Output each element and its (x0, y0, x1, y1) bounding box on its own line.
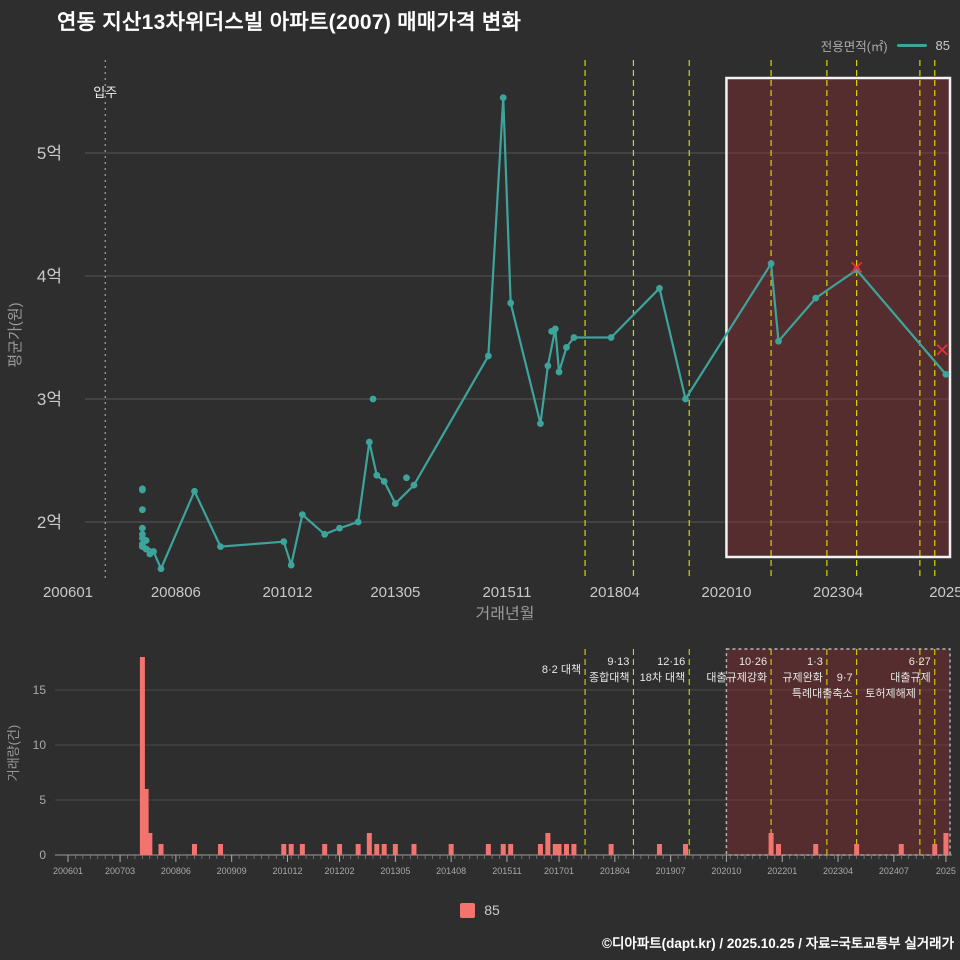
svg-text:1·3: 1·3 (807, 656, 823, 668)
svg-text:5억: 5억 (37, 144, 62, 163)
svg-text:202010: 202010 (701, 584, 751, 601)
volume-highlight-region (725, 648, 951, 856)
svg-text:201511: 201511 (482, 584, 531, 601)
page-title: 연동 지산13차위더스빌 아파트(2007) 매매가격 변화 (57, 11, 522, 34)
svg-text:2025: 2025 (936, 866, 956, 876)
svg-text:9·13: 9·13 (607, 656, 629, 668)
svg-text:대출규제강화: 대출규제강화 (706, 671, 767, 684)
legend-swatch-85 (460, 902, 476, 918)
svg-text:201701: 201701 (544, 866, 574, 876)
policy-lines (584, 60, 936, 580)
svg-text:202201: 202201 (767, 866, 797, 876)
svg-text:201408: 201408 (436, 866, 466, 876)
legend-bottom-label: 85 (484, 902, 500, 918)
svg-text:15: 15 (33, 683, 47, 697)
svg-text:200601: 200601 (53, 866, 83, 876)
volume-bars (139, 657, 949, 855)
svg-text:6·27: 6·27 (909, 656, 931, 668)
svg-text:종합대책: 종합대책 (589, 671, 629, 684)
svg-text:9·7: 9·7 (837, 672, 853, 684)
svg-text:3억: 3억 (37, 390, 62, 409)
highlight-region (725, 76, 952, 559)
svg-text:거래량(건): 거래량(건) (6, 725, 21, 782)
svg-text:202010: 202010 (711, 866, 741, 876)
svg-text:200909: 200909 (217, 866, 247, 876)
price-scatter-points (139, 94, 950, 573)
svg-text:200703: 200703 (105, 866, 135, 876)
svg-text:10: 10 (33, 738, 47, 752)
legend-top-label: 전용면적(㎡) (820, 40, 888, 54)
volume-y-axis-label: 거래량(건) (6, 725, 21, 782)
svg-text:입주: 입주 (93, 85, 117, 100)
svg-text:201804: 201804 (600, 866, 630, 876)
price-grid: 2억 3억 4억 5억 (37, 144, 950, 532)
svg-text:대출규제: 대출규제 (890, 671, 930, 684)
svg-text:201511: 201511 (492, 866, 521, 876)
volume-x-axis: 200601 200703 200806 200909 201012 201202 2013… (53, 854, 956, 876)
svg-text:18차 대책: 18차 대책 (640, 671, 686, 684)
svg-text:201202: 201202 (325, 866, 355, 876)
svg-text:200806: 200806 (151, 584, 201, 601)
price-chart: 2억 3억 4억 5억 입주 200601 200806 201012 201305 201511… (7, 60, 960, 620)
svg-text:202304: 202304 (813, 584, 863, 601)
svg-text:2025: 2025 (929, 584, 960, 601)
svg-text:0: 0 (39, 848, 46, 862)
volume-grid: 0 5 10 15 (33, 683, 950, 862)
svg-text:특례대출축소: 특례대출축소 (792, 687, 853, 700)
svg-text:토허제해제: 토허제해제 (865, 686, 916, 700)
cancelled-markers (851, 261, 948, 356)
svg-text:규제완화: 규제완화 (782, 671, 822, 684)
move-in-marker: 입주 (93, 60, 117, 580)
svg-text:2억: 2억 (37, 513, 62, 532)
policy-annotations: 8·2 대책 9·13 종합대책 12·16 18차 대책 10·26 대출규제강화 1·3 규… (542, 656, 931, 700)
svg-text:201305: 201305 (380, 866, 410, 876)
legend-line-swatch (896, 44, 927, 47)
svg-text:평균가(원): 평균가(원) (7, 302, 24, 367)
svg-text:200601: 200601 (43, 584, 93, 601)
volume-policy-lines (584, 649, 936, 855)
svg-text:200806: 200806 (161, 866, 191, 876)
svg-text:201804: 201804 (590, 584, 640, 601)
svg-text:4억: 4억 (37, 267, 62, 286)
svg-text:201012: 201012 (272, 866, 302, 876)
svg-text:201305: 201305 (370, 584, 420, 601)
svg-text:12·16: 12·16 (657, 656, 685, 668)
legend-top-series: 85 (935, 38, 950, 53)
svg-text:202407: 202407 (879, 866, 909, 876)
svg-text:8·2 대책: 8·2 대책 (542, 663, 581, 676)
copyright-footer: ©디아파트(dapt.kr) / 2025.10.25 / 자료=국토교통부 실… (602, 936, 954, 951)
price-x-axis: 200601 200806 201012 201305 201511 201804 2020… (43, 584, 960, 620)
svg-text:201907: 201907 (656, 866, 686, 876)
svg-text:5: 5 (39, 793, 46, 807)
price-y-axis-label: 평균가(원) (7, 302, 24, 367)
svg-text:거래년월: 거래년월 (476, 605, 535, 620)
legend-bottom[interactable]: 85 (0, 902, 960, 918)
legend-top[interactable]: 전용면적(㎡) 85 (821, 36, 950, 55)
svg-text:201012: 201012 (262, 584, 312, 601)
svg-text:10·26: 10·26 (739, 656, 767, 668)
volume-chart: 0 5 10 15 8·2 대책 9·13 종합대책 12·16 18차 대책 10·26 대출규제… (6, 648, 956, 876)
svg-text:202304: 202304 (823, 866, 853, 876)
